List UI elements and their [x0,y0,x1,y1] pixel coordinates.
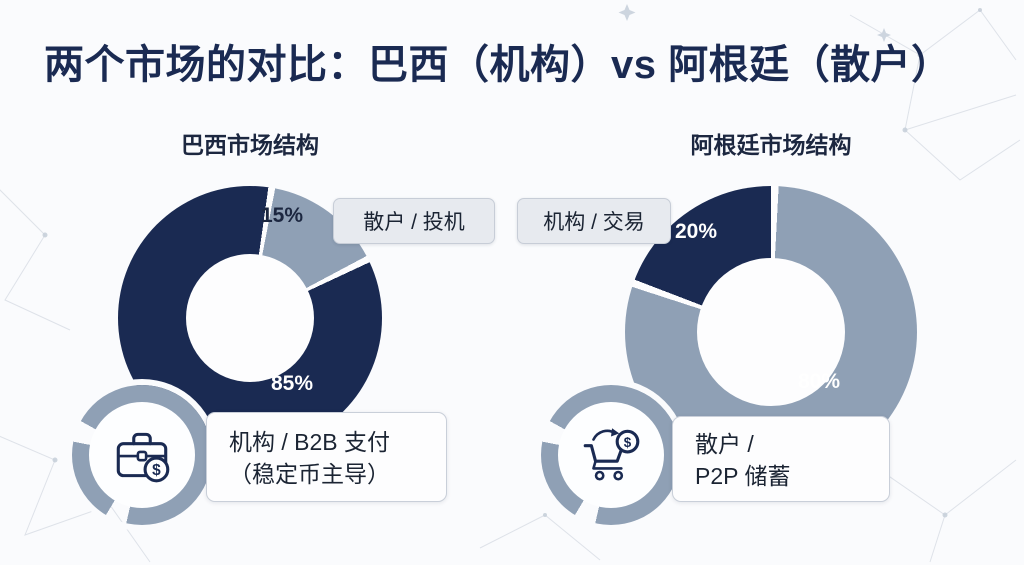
briefcase-dollar-icon: $ [116,432,170,483]
brazil-retail-callout-text: 散户 / 投机 [363,211,465,234]
main-title: 两个市场的对比：巴西（机构）vs 阿根廷（散户） [44,43,952,87]
cart-dollar-icon: $ [583,428,640,481]
svg-text:$: $ [152,462,161,479]
argentina-icon-badge: $ [541,385,681,525]
brazil-icon-badge: $ [72,385,212,525]
argentina-institutional-pct-label: 20% [674,220,718,243]
brazil-institutional-label-line2: （稳定币主导） [229,461,390,487]
argentina-retail-label-box: 散户 / P2P 储蓄 [672,416,890,502]
brazil-institutional-label-box: 机构 / B2B 支付 （稳定币主导） [206,412,447,502]
argentina-donut-hole [697,258,845,406]
brazil-donut-hole [186,254,314,382]
argentina-badge-inner-circle: $ [558,402,664,508]
brazil-institutional-label-line1: 机构 / B2B 支付 [229,429,391,455]
argentina-retail-pct-label: 80% [797,370,841,393]
argentina-retail-label-line1: 散户 / [695,431,754,457]
brazil-institutional-pct-label: 85% [270,372,314,395]
svg-text:$: $ [624,435,632,450]
brazil-retail-pct-label: 15% [260,204,304,227]
argentina-institutional-callout: 机构 / 交易 [517,198,671,244]
argentina-chart-title: 阿根廷市场结构 [690,132,852,158]
argentina-institutional-callout-text: 机构 / 交易 [543,211,645,234]
argentina-retail-label-line2: P2P 储蓄 [695,463,791,489]
brazil-chart-title: 巴西市场结构 [181,132,319,158]
brazil-retail-callout: 散户 / 投机 [333,198,495,244]
brazil-badge-inner-circle: $ [89,402,195,508]
